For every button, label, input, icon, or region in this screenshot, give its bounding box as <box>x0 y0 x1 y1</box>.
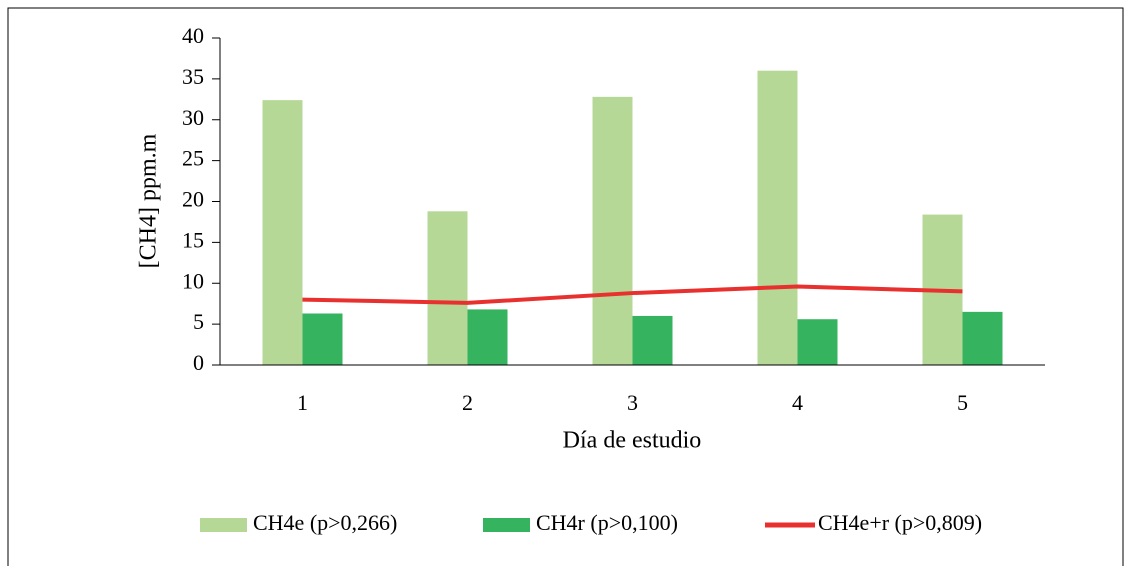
y-tick-label: 25 <box>182 146 204 171</box>
y-tick-label: 0 <box>193 350 204 375</box>
x-tick-label: 3 <box>627 390 638 415</box>
y-tick-label: 5 <box>193 309 204 334</box>
bar <box>467 309 508 365</box>
bar <box>797 319 838 365</box>
bar <box>757 70 798 365</box>
legend-label: CH4e (p>0,266) <box>253 510 397 535</box>
legend-swatch <box>200 518 247 532</box>
bar <box>962 311 1003 365</box>
bar <box>262 100 303 365</box>
legend-label: CH4e+r (p>0,809) <box>818 510 982 535</box>
x-tick-label: 5 <box>957 390 968 415</box>
x-tick-label: 1 <box>297 390 308 415</box>
y-tick-label: 30 <box>182 105 204 130</box>
legend-swatch <box>483 518 530 532</box>
line <box>302 284 963 305</box>
bar <box>632 315 673 365</box>
y-tick-label: 15 <box>182 227 204 252</box>
y-tick-label: 40 <box>182 23 204 48</box>
y-tick-label: 35 <box>182 64 204 89</box>
legend-label: CH4r (p>0,100) <box>536 510 678 535</box>
bar <box>302 313 343 365</box>
y-axis-label: [CH4] ppm.m <box>136 133 162 268</box>
x-tick-label: 2 <box>462 390 473 415</box>
frame <box>7 7 1124 566</box>
y-tick-label: 20 <box>182 187 204 212</box>
bar <box>592 96 633 366</box>
x-tick-label: 4 <box>792 390 803 415</box>
y-tick-label: 10 <box>182 268 204 293</box>
x-axis-label: Día de estudio <box>563 428 702 454</box>
bar <box>427 211 468 365</box>
